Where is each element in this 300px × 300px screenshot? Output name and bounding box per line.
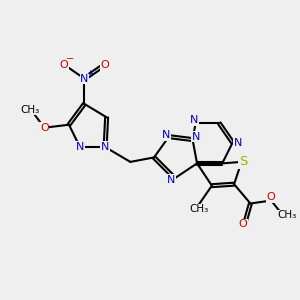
Text: CH₃: CH₃ [20, 105, 39, 115]
Text: N: N [190, 115, 198, 125]
Text: S: S [239, 155, 247, 168]
Text: N: N [101, 142, 109, 152]
Text: N: N [167, 175, 176, 185]
Text: CH₃: CH₃ [277, 210, 296, 220]
Text: N: N [162, 130, 170, 140]
Text: N: N [76, 142, 84, 152]
Text: N: N [192, 132, 200, 142]
Text: CH₃: CH₃ [189, 204, 208, 214]
Text: −: − [66, 54, 74, 64]
Text: N: N [234, 138, 242, 148]
Text: O: O [267, 192, 275, 202]
Text: N: N [80, 74, 88, 84]
Text: O: O [238, 219, 247, 229]
Text: O: O [59, 60, 68, 70]
Text: O: O [101, 60, 110, 70]
Text: O: O [40, 123, 49, 133]
Text: +: + [86, 69, 93, 78]
